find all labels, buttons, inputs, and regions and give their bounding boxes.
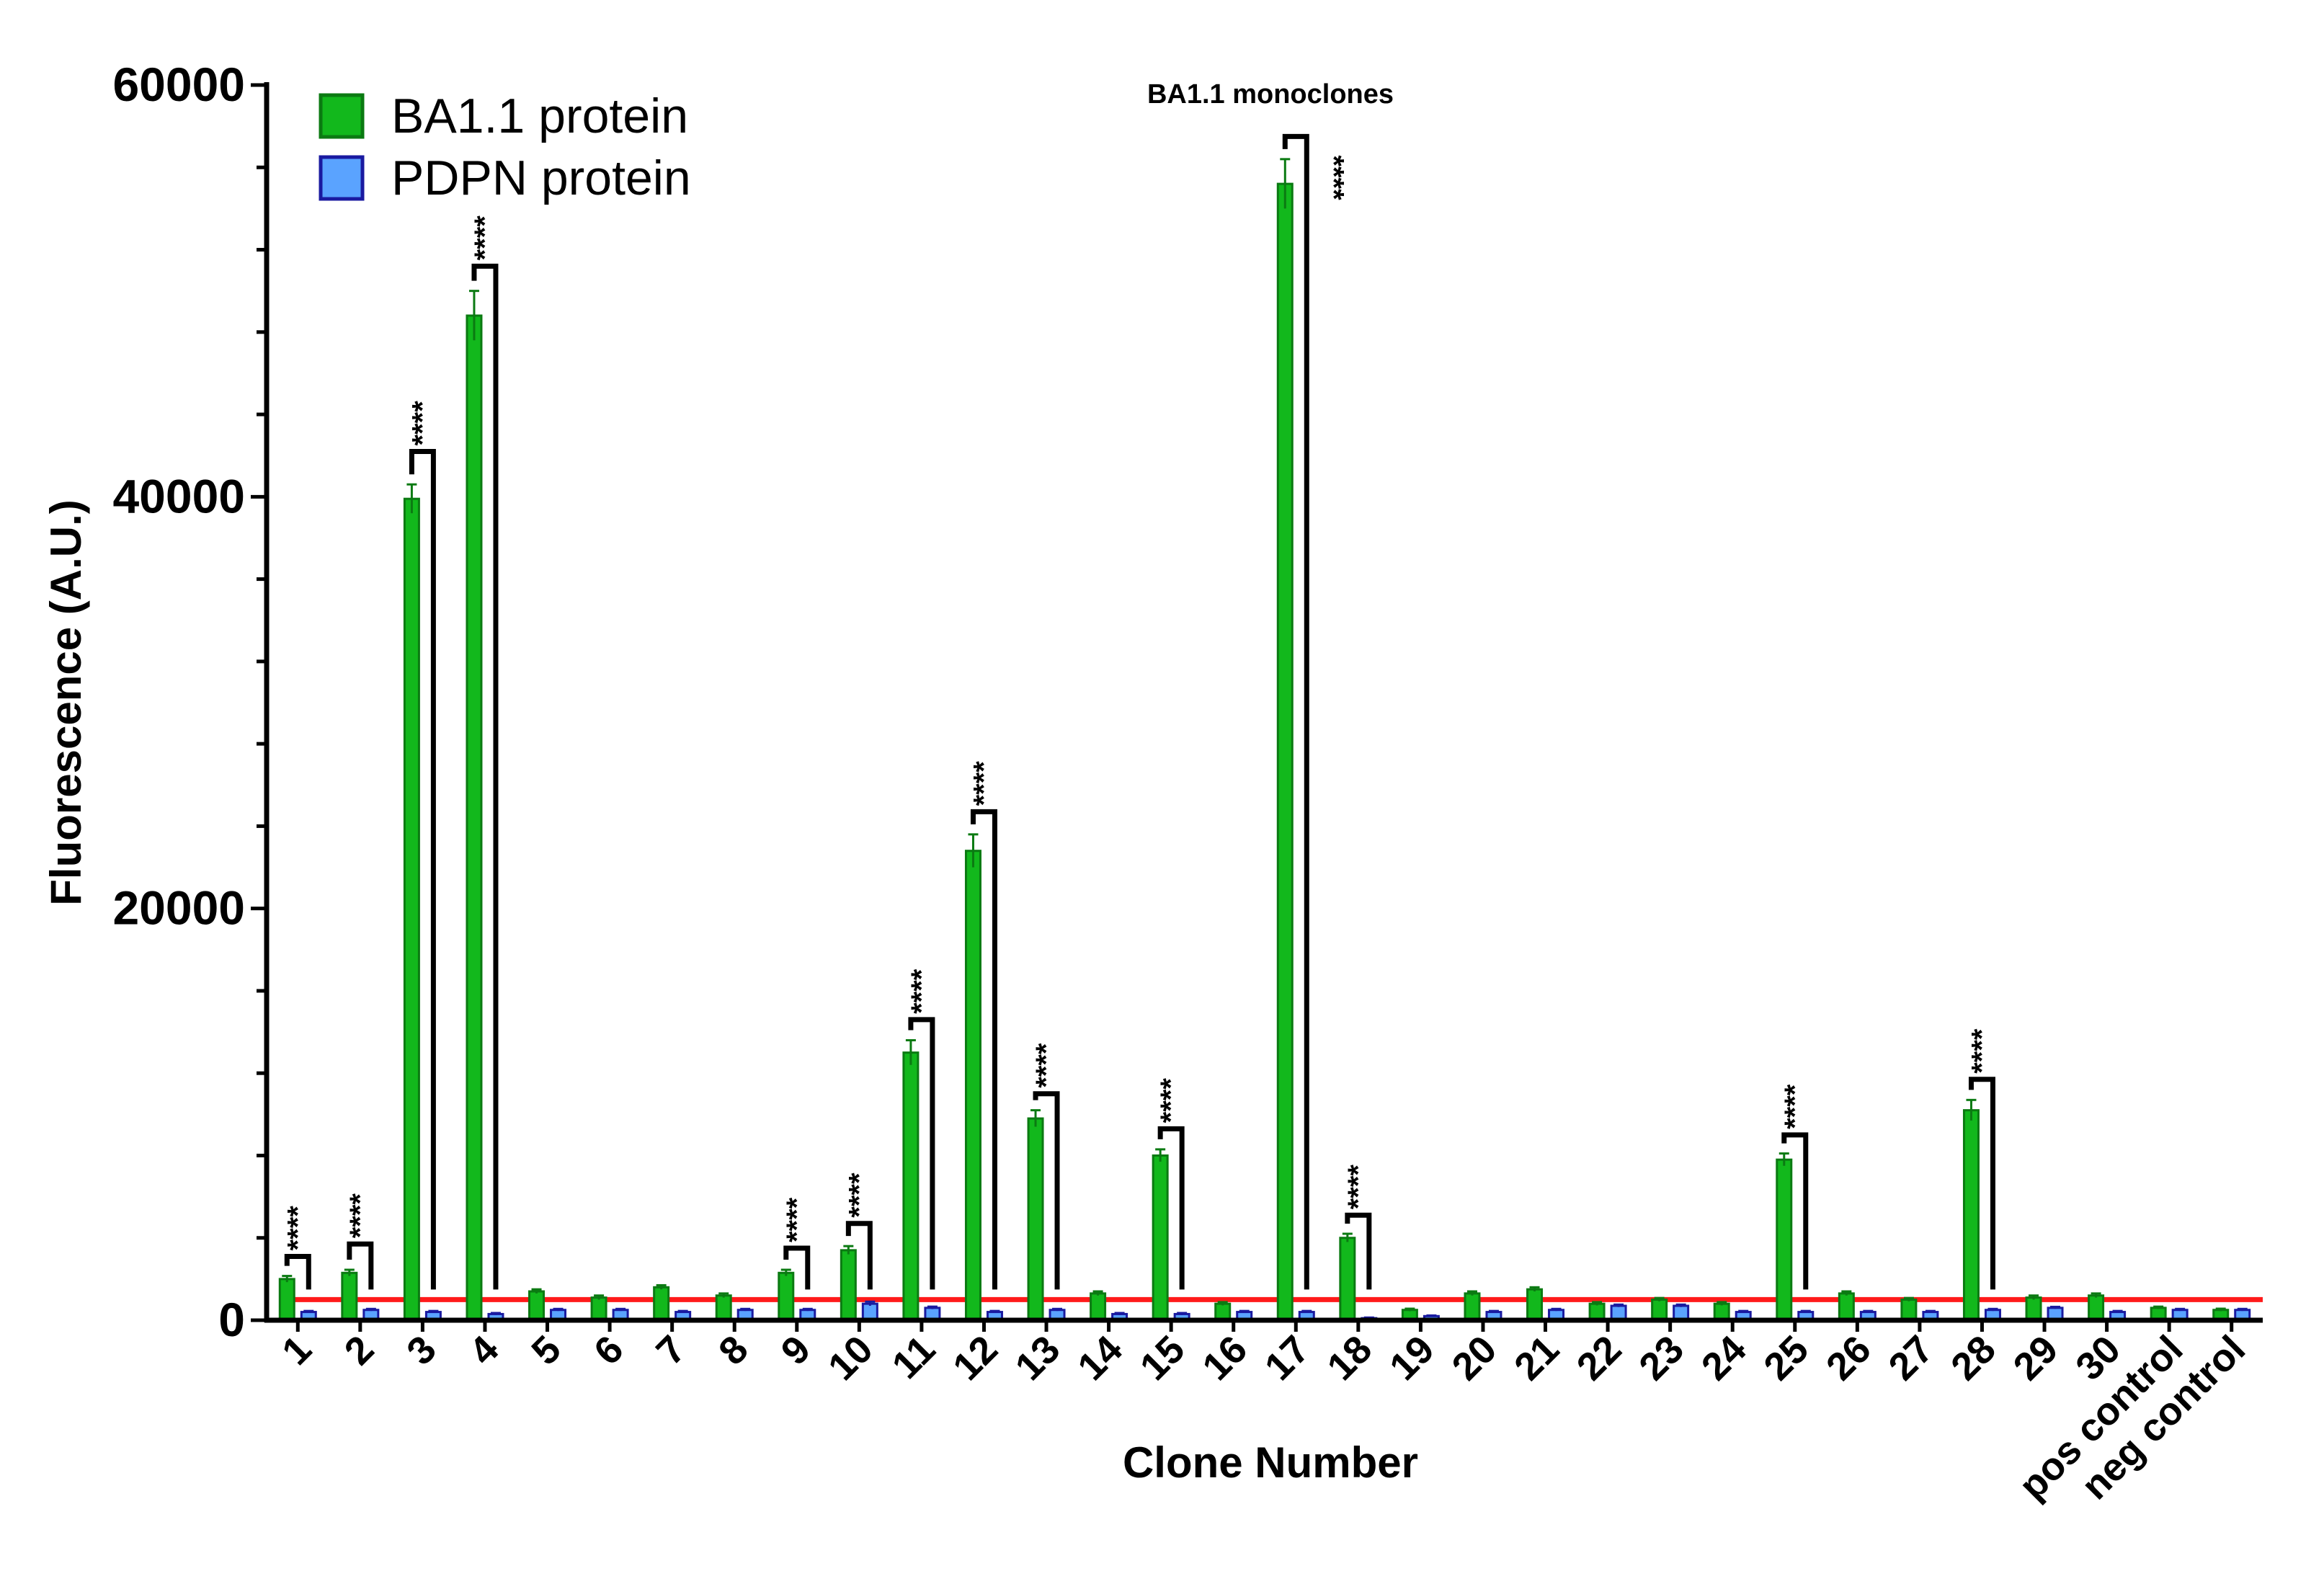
bar-ba11-1 <box>278 1278 295 1322</box>
y-tick-label: 0 <box>218 1293 245 1346</box>
x-tick-label: 24 <box>1693 1327 1755 1389</box>
x-tick-label: 28 <box>1943 1327 2004 1389</box>
significance-bracket-15 <box>1157 1126 1185 1290</box>
x-tick-label: 27 <box>1880 1327 1941 1389</box>
bar-ba11-11 <box>902 1051 920 1322</box>
bar-ba11-6 <box>590 1296 607 1322</box>
x-tick-label: 15 <box>1132 1327 1193 1389</box>
x-tick-label: 18 <box>1319 1327 1380 1389</box>
x-tick-label: 19 <box>1381 1327 1443 1389</box>
x-tick-label: 5 <box>523 1327 569 1374</box>
bar-ba11-15 <box>1152 1154 1169 1322</box>
x-tick-label: 14 <box>1069 1327 1131 1389</box>
bar-ba11-21 <box>1526 1288 1544 1322</box>
x-tick-label: 20 <box>1444 1327 1505 1389</box>
bar-ba11-14 <box>1090 1292 1107 1322</box>
bar-ba11-7 <box>653 1286 670 1322</box>
y-axis-title: Fluorescence (A.U.) <box>42 499 90 905</box>
bar-ba11-30 <box>2088 1294 2105 1322</box>
bar-ba11-27 <box>1900 1298 1918 1322</box>
x-tick-label: 3 <box>399 1327 445 1374</box>
x-tick-label: 25 <box>1755 1327 1817 1389</box>
bar-ba11-26 <box>1838 1292 1855 1322</box>
x-tick-label: 22 <box>1569 1327 1630 1389</box>
significance-label: **** <box>843 1172 875 1218</box>
chart-title: BA1.1 monoclones <box>1147 79 1394 110</box>
significance-bracket-11 <box>908 1017 935 1290</box>
bar-ba11-3 <box>403 497 420 1322</box>
bar-ba11-29 <box>2025 1296 2042 1322</box>
significance-label: **** <box>1343 1165 1374 1210</box>
legend-swatch-pdpn <box>319 155 365 201</box>
bar-ba11-10 <box>840 1249 857 1322</box>
x-tick-label: 4 <box>461 1327 507 1374</box>
significance-bracket-9 <box>783 1245 811 1290</box>
x-tick-label: 29 <box>2005 1327 2067 1389</box>
bar-ba11-25 <box>1776 1158 1793 1322</box>
bar-ba11-9 <box>778 1271 795 1322</box>
significance-bracket-3 <box>409 448 436 1290</box>
bar-ba11-28 <box>1962 1109 1980 1322</box>
bar-ba11-5 <box>528 1290 546 1322</box>
x-tick-label: 10 <box>820 1327 881 1389</box>
x-tick-label: 8 <box>711 1327 757 1374</box>
bar-ba11-23 <box>1651 1298 1668 1322</box>
significance-bracket-2 <box>347 1241 374 1290</box>
significance-label: **** <box>1317 155 1349 200</box>
y-tick-label: 40000 <box>112 469 245 522</box>
x-axis-title: Clone Number <box>1123 1438 1418 1487</box>
x-tick-label: 21 <box>1506 1327 1567 1389</box>
significance-bracket-1 <box>284 1253 311 1290</box>
bar-ba11-17 <box>1276 182 1294 1322</box>
significance-bracket-10 <box>845 1221 873 1290</box>
significance-label: **** <box>282 1206 313 1251</box>
x-tick-label: 7 <box>648 1327 694 1374</box>
x-tick-label: 1 <box>274 1327 320 1374</box>
y-tick-label: 60000 <box>112 58 245 111</box>
significance-label: **** <box>1966 1028 1998 1074</box>
significance-bracket-13 <box>1033 1091 1060 1290</box>
significance-label: **** <box>906 969 938 1014</box>
x-tick-label: 13 <box>1007 1327 1069 1389</box>
significance-bracket-17 <box>1282 133 1309 1290</box>
x-tick-label: 12 <box>945 1327 1006 1389</box>
significance-label: **** <box>1779 1084 1811 1129</box>
x-tick-label: 2 <box>337 1327 383 1374</box>
bar-ba11-20 <box>1464 1292 1481 1322</box>
significance-bracket-25 <box>1781 1132 1809 1290</box>
x-tick-label: 6 <box>586 1327 632 1374</box>
bar-ba11-18 <box>1339 1237 1356 1322</box>
significance-label: **** <box>469 215 501 261</box>
bar-ba11-2 <box>341 1271 358 1322</box>
significance-label: **** <box>968 761 1000 806</box>
significance-bracket-28 <box>1968 1077 1995 1290</box>
bar-ba11-8 <box>715 1294 732 1322</box>
x-tick-label: 26 <box>1818 1327 1879 1389</box>
x-tick-label: 16 <box>1194 1327 1255 1389</box>
significance-label: **** <box>406 401 438 446</box>
legend-label: BA1.1 protein <box>391 89 688 143</box>
significance-bracket-18 <box>1345 1212 1372 1290</box>
x-tick-label: 11 <box>884 1327 944 1387</box>
legend-swatch-ba11 <box>319 93 365 139</box>
significance-bracket-12 <box>970 809 997 1290</box>
significance-label: **** <box>1155 1078 1187 1123</box>
significance-label: **** <box>344 1193 376 1239</box>
y-tick-label: 20000 <box>112 881 245 935</box>
significance-label: **** <box>781 1197 813 1242</box>
significance-label: **** <box>1030 1043 1062 1088</box>
x-tick-label: 23 <box>1631 1327 1692 1389</box>
bar-ba11-13 <box>1027 1117 1044 1322</box>
legend-label: PDPN protein <box>391 151 691 205</box>
x-tick-label: 9 <box>773 1327 819 1374</box>
bar-ba11-4 <box>466 314 483 1322</box>
bar-ba11-12 <box>964 850 981 1322</box>
significance-bracket-4 <box>471 263 499 1290</box>
x-tick-label: 17 <box>1257 1327 1318 1389</box>
